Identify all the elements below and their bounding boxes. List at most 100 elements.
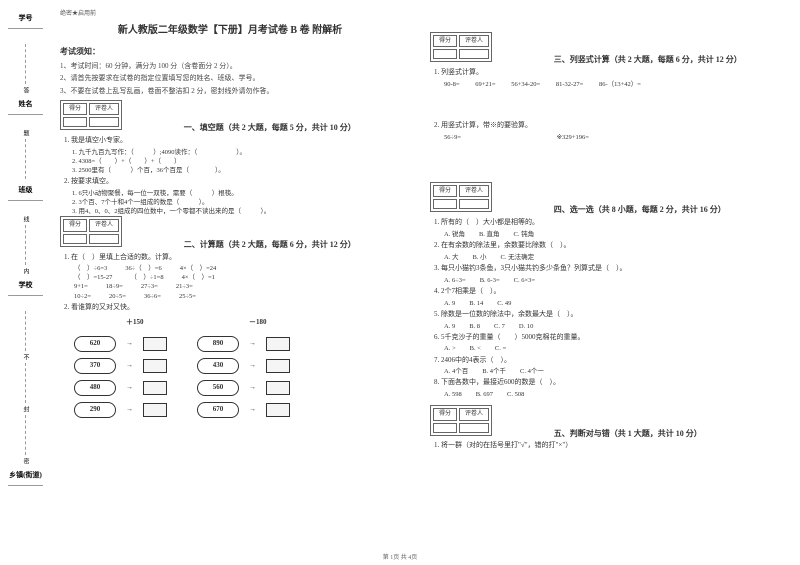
score-label: 评卷人 — [89, 219, 119, 231]
options-row: A. 4个百B. 4个千C. 4个一 — [444, 367, 770, 376]
option: C. 钝角 — [514, 231, 535, 238]
score-box: 得分 评卷人 — [430, 405, 492, 435]
option: A. 9 — [444, 300, 455, 307]
input-oval: 480 — [74, 380, 116, 396]
exam-title: 新人教版二年级数学【下册】月考试卷 B 卷 附解析 — [60, 24, 400, 38]
option: B. 4个千 — [482, 368, 506, 375]
arrow-icon: → — [126, 361, 133, 371]
options-row: A. 598B. 697C. 508 — [444, 390, 770, 399]
page-footer: 第 1页 共 4页 — [0, 552, 800, 561]
operation-label: ＋150 — [126, 318, 167, 328]
option: B. 697 — [476, 391, 493, 398]
calc: （ ）=15-27 — [74, 273, 112, 282]
option: B. 8 — [469, 323, 480, 330]
option: B. 6-3= — [480, 277, 500, 284]
score-label: 得分 — [433, 185, 457, 197]
calc: 9+1= — [74, 282, 88, 291]
calc: ※329+196= — [557, 134, 589, 141]
question: 5. 除数是一位数的除法中，余数最大是（ ）。 — [434, 310, 770, 320]
section-title: 五、判断对与错（共 1 大题，共计 10 分） — [554, 429, 702, 438]
subquestion: 1. 6只小动物聚餐，每一位一双筷，需要（ ）根筷。 — [72, 189, 400, 198]
confidential-tag: 绝密★启用前 — [60, 10, 400, 18]
calc: 56÷9= — [444, 134, 461, 141]
question: 2. 用竖式计算，带※的要验算。 — [434, 121, 770, 131]
output-rect — [143, 359, 167, 373]
margin-label: 姓名 — [8, 99, 43, 109]
score-label: 得分 — [63, 103, 87, 115]
calc: 86-（13+42）= — [599, 81, 641, 88]
score-label: 得分 — [433, 35, 457, 47]
question: 2. 按要求填空。 — [64, 177, 400, 187]
score-label: 评卷人 — [89, 103, 119, 115]
right-column: 得分 评卷人 三、列竖式计算（共 2 大题，每题 6 分，共计 12 分） 1.… — [415, 10, 785, 453]
input-oval: 430 — [197, 358, 239, 374]
option: C. 6×3= — [514, 277, 535, 284]
calc-diagram: ＋150 620→ 370→ 480→ 290→ －180 890→ 430→ … — [74, 318, 400, 418]
calc: 4×（ ）=1 — [182, 273, 215, 282]
arrow-icon: → — [126, 405, 133, 415]
option: C. 7 — [494, 323, 505, 330]
margin-label: 学校 — [8, 280, 43, 290]
question: 3. 每只小猫钓3条鱼，3只小猫共钓多少条鱼？列算式是（ ）。 — [434, 264, 770, 274]
option: D. 10 — [519, 323, 533, 330]
arrow-icon: → — [126, 339, 133, 349]
score-label: 评卷人 — [459, 408, 489, 420]
calc: 21÷3= — [176, 282, 193, 291]
score-label: 得分 — [63, 219, 87, 231]
score-label: 评卷人 — [459, 185, 489, 197]
question: 6. 5千克沙子的重量（ ）5000克棉花的重量。 — [434, 333, 770, 343]
option: C. 4个一 — [520, 368, 544, 375]
option: A. 大 — [444, 254, 458, 261]
calc: 36÷（ ）=6 — [125, 264, 161, 273]
arrow-icon: → — [249, 339, 256, 349]
calc: 36÷6= — [144, 292, 161, 301]
question: 8. 下面各数中，最接近600的数是（ ）。 — [434, 378, 770, 388]
output-rect — [143, 381, 167, 395]
section-title: 二、计算题（共 2 大题，每题 6 分，共计 12 分） — [184, 240, 356, 249]
margin-vert: 封 — [21, 406, 30, 412]
question: 1. 所有的（ ）大小都是相等的。 — [434, 218, 770, 228]
exam-page: 绝密★启用前 新人教版二年级数学【下册】月考试卷 B 卷 附解析 考试须知： 1… — [0, 0, 800, 458]
calc: （ ）÷1=8 — [130, 273, 163, 282]
input-oval: 890 — [197, 336, 239, 352]
subquestion: 3. 2500里有（ ）个百，36个百是（ ）。 — [72, 166, 400, 175]
notice-item: 2、请首先按要求在试卷的指定位置填写您的姓名、班级、学号。 — [60, 74, 400, 84]
margin-vert: 密 — [21, 458, 30, 464]
score-box: 得分 评卷人 — [430, 32, 492, 62]
options-row: A. 6÷3=B. 6-3=C. 6×3= — [444, 276, 770, 285]
calc: 27÷3= — [141, 282, 158, 291]
score-box: 得分 评卷人 — [430, 182, 492, 212]
section-title: 四、选一选（共 8 小题，每题 2 分，共计 16 分） — [554, 205, 726, 214]
margin-vert: 线 — [21, 216, 30, 222]
options-row: A. >B. <C. = — [444, 344, 770, 353]
option: B. < — [470, 345, 481, 352]
binding-margin: 学号 答 姓名 题 班级 线 内 学校 不 封 密 乡镇(街道) — [8, 10, 43, 510]
options-row: A. 9B. 14C. 49 — [444, 299, 770, 308]
arrow-icon: → — [249, 383, 256, 393]
calc: 20÷5= — [109, 292, 126, 301]
options-row: A. 锐角B. 直角C. 钝角 — [444, 230, 770, 239]
arrow-icon: → — [249, 361, 256, 371]
notice-item: 1、考试时间：60 分钟，满分为 100 分（含卷面分 2 分）。 — [60, 62, 400, 72]
option: C. 49 — [497, 300, 511, 307]
subquestion: 1. 九千九百九写作：（ ）;4090读作：（ ）。 — [72, 148, 400, 157]
question: 1. 列竖式计算。 — [434, 68, 770, 78]
margin-label: 班级 — [8, 185, 43, 195]
question: 7. 2406中的4表示（ ）。 — [434, 356, 770, 366]
calc: 56+34-20= — [511, 81, 540, 88]
input-oval: 560 — [197, 380, 239, 396]
option: A. 9 — [444, 323, 455, 330]
notice-item: 3、不要在试卷上乱写乱画，卷面不整洁扣 2 分，密封线外请勿作答。 — [60, 87, 400, 97]
option: C. = — [495, 345, 506, 352]
score-label: 得分 — [433, 408, 457, 420]
arrow-icon: → — [126, 383, 133, 393]
calc: 25÷5= — [179, 292, 196, 301]
input-oval: 670 — [197, 402, 239, 418]
option: A. 598 — [444, 391, 462, 398]
score-box: 得分 评卷人 — [60, 216, 122, 246]
arrow-icon: → — [249, 405, 256, 415]
output-rect — [143, 403, 167, 417]
margin-label: 学号 — [8, 13, 43, 23]
output-rect — [266, 381, 290, 395]
input-oval: 290 — [74, 402, 116, 418]
